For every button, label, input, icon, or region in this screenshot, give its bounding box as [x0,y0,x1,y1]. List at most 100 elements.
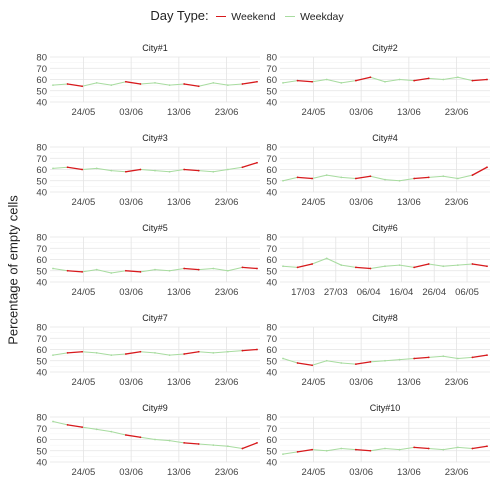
weekday-segment [227,350,243,353]
weekday-segment [198,170,214,173]
y-tick-label: 70 [36,334,47,345]
weekday-segment [311,449,328,452]
data-point [66,351,69,354]
weekend-segment [296,176,313,180]
weekday-segment [110,353,127,356]
x-tick-label: 06/05 [455,287,479,298]
x-tick-label: 23/06 [445,197,469,208]
data-point [226,84,229,87]
data-point [52,354,54,357]
y-tick-label: 70 [266,424,277,435]
y-tick-label: 70 [266,64,277,75]
x-tick-label: 17/03 [291,287,315,298]
data-point [456,76,459,79]
weekday-segment [442,446,459,451]
weekday-segment [457,356,473,360]
data-point [354,79,357,82]
data-point [124,80,127,83]
data-point [486,445,488,448]
weekday-segment [81,269,98,273]
weekday-segment [139,168,156,172]
weekend-segment [296,79,313,83]
data-point [369,76,372,79]
y-tick-label: 70 [266,154,277,165]
data-point [282,81,284,84]
y-tick-label: 40 [36,458,47,469]
y-tick-label: 80 [266,413,277,424]
data-point [427,356,430,359]
weekday-segment [282,451,299,455]
y-tick-label: 50 [266,446,277,457]
weekday-segment [340,80,357,84]
data-point [427,77,430,80]
data-point [81,270,84,273]
weekday-segment [154,170,171,173]
weekday-segment [96,352,112,356]
panel-title: City#7 [142,313,168,323]
weekend-segment [296,362,313,366]
weekend-segment [241,266,258,270]
weekday-segment [369,447,386,452]
y-tick-label: 80 [266,53,277,64]
x-tick-label: 24/05 [302,107,326,118]
weekday-segment [428,263,444,267]
weekday-segment [428,175,444,178]
x-tick-label: 13/06 [167,197,191,208]
x-tick-label: 13/06 [397,377,421,388]
data-point [486,265,488,268]
weekday-segment [212,168,229,173]
weekday-segment [399,177,415,182]
panel-title: City#2 [372,43,398,53]
data-point [427,447,430,450]
x-tick-label: 13/06 [397,467,421,478]
data-point [282,179,284,182]
weekday-segment [311,174,328,180]
weekday-segment [282,176,299,182]
weekday-segment [81,82,98,87]
weekend-segment [241,81,258,85]
weekday-segment [154,269,171,272]
weekday-segment [154,352,171,356]
weekday-segment [384,359,401,362]
weekday-segment [81,351,98,354]
y-tick-label: 40 [266,278,277,289]
data-point [340,447,343,450]
x-tick-label: 03/06 [349,197,373,208]
weekday-segment [384,179,401,182]
weekday-segment [326,174,342,178]
weekday-segment [154,438,171,442]
data-point [124,170,127,173]
data-point [325,257,328,260]
x-tick-label: 03/06 [349,467,373,478]
x-tick-label: 03/06 [119,287,143,298]
legend-weekend-label: Weekend [231,11,276,23]
data-point [183,168,186,171]
x-tick-label: 23/06 [445,377,469,388]
data-point [471,447,474,450]
data-point [384,80,386,83]
y-tick-label: 70 [36,154,47,165]
data-point [226,269,229,272]
weekend-segment [241,442,258,450]
data-point [81,350,84,353]
data-point [384,265,386,268]
y-tick-label: 50 [266,176,277,187]
data-point [369,449,372,452]
data-point [354,266,357,269]
weekday-segment [96,428,112,433]
y-tick-label: 50 [36,266,47,277]
weekend-segment [125,434,142,438]
data-point [66,83,69,85]
weekday-segment [340,264,357,268]
data-point [413,177,416,180]
data-point [442,175,445,178]
weekday-segment [169,267,185,272]
weekend-segment [183,83,200,87]
data-point [413,79,416,82]
weekday-segment [169,353,185,356]
weekday-segment [198,82,214,87]
